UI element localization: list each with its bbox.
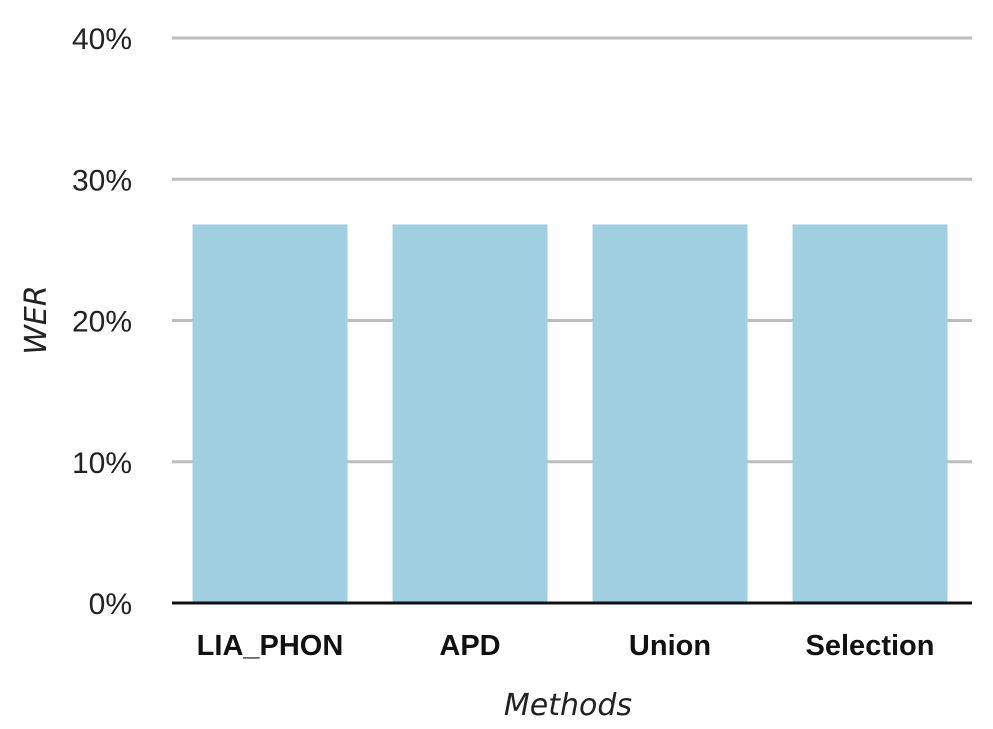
y-axis-title: WER <box>19 285 54 354</box>
x-tick-label: Selection <box>806 630 935 662</box>
y-tick-label: 0% <box>89 588 132 621</box>
y-tick-label: 30% <box>72 164 132 197</box>
x-tick-labels: LIA_PHON APD Union Selection <box>197 630 935 662</box>
y-tick-label: 10% <box>72 447 132 480</box>
x-tick-label: APD <box>439 630 500 662</box>
x-axis-title: Methods <box>504 688 632 723</box>
y-tick-label: 40% <box>72 23 132 56</box>
bar-selection <box>792 224 948 603</box>
y-tick-label: 20% <box>72 306 132 339</box>
bar-union <box>592 224 748 603</box>
y-tick-labels: 0% 10% 20% 30% 40% <box>72 23 132 621</box>
x-tick-label: LIA_PHON <box>197 630 344 662</box>
x-tick-label: Union <box>629 630 711 662</box>
bar-lia-phon <box>192 224 348 603</box>
bar-apd <box>392 224 548 603</box>
bars <box>192 224 948 603</box>
